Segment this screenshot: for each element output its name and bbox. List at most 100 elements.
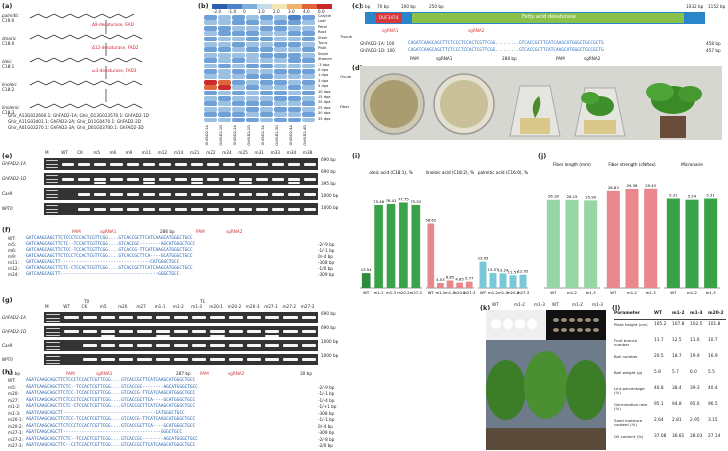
heatmap-cell — [302, 117, 315, 123]
heatmap-cell — [302, 31, 315, 36]
bar-category-label: m1-3 — [386, 290, 396, 295]
heatmap-cell — [232, 106, 245, 112]
fatty-acid-code: C18:1 — [2, 64, 15, 69]
heatmap-scale-label: 0 — [243, 9, 246, 14]
sgrna1-label: sgRNA1 — [436, 56, 453, 61]
bar-value-label: 13.57 — [488, 267, 499, 272]
heatmap-cell — [274, 117, 287, 123]
gel-band-lower — [142, 182, 155, 184]
heatmap-cell — [246, 36, 259, 42]
gel-lane-label: m1-1 — [154, 304, 166, 309]
bar-category-label: m1-2 — [687, 290, 697, 295]
sequence-row-label: m27-1: — [8, 430, 23, 435]
bar-value-label: 13.24 — [498, 267, 509, 272]
heatmap-cell — [218, 112, 231, 117]
gel-band — [94, 162, 107, 166]
heatmap-row-label: Leaf — [318, 19, 326, 24]
heatmap-cell — [232, 31, 245, 36]
table-cell: 12.5 — [672, 338, 682, 343]
table-rule — [614, 319, 726, 320]
heatmap-cell — [288, 63, 301, 69]
bar-value-label: 26.18 — [548, 194, 559, 199]
photo-label-m1-3: m1-3 — [534, 302, 545, 307]
marker-band — [46, 366, 61, 368]
fatty-acid-name: stearic — [2, 36, 17, 41]
heatmap-cell — [232, 96, 245, 101]
heatmap-cell — [288, 90, 301, 96]
gel-band — [192, 358, 207, 361]
gel-lane-label: m38 — [302, 150, 313, 155]
table-header: Parameter — [614, 311, 640, 316]
gel-band — [173, 316, 189, 319]
heatmap-row-label: 3 dpa — [318, 78, 329, 83]
gel-lane-label: m5 — [93, 150, 101, 155]
gel-size-label: 690 bp — [321, 325, 336, 330]
heatmap-cell — [218, 69, 231, 74]
gel-band — [158, 177, 171, 181]
table-cell: 37.08 — [654, 434, 667, 439]
marker-band — [46, 352, 61, 354]
heatmap-cell — [246, 69, 259, 74]
bar-category-label: m1-2 — [488, 290, 498, 295]
gel-lane-label: m1-2 — [172, 304, 184, 309]
gel-band — [100, 358, 116, 361]
sequence-header-label: PAM — [196, 229, 205, 234]
chart-title: palmitic acid (C16:0), % — [478, 170, 528, 175]
panel-i-letter: (i) — [352, 152, 361, 160]
gel-row-label: Cas9 — [2, 342, 13, 348]
marker-band — [46, 185, 59, 187]
heatmap-cell — [204, 25, 217, 31]
bar-2-0 — [479, 261, 487, 288]
sequence-row-note: -2/0 bp — [318, 443, 333, 448]
heatmap-cell — [260, 96, 273, 101]
gel-band — [246, 330, 262, 333]
gel-band — [287, 162, 300, 166]
marker-band — [46, 321, 61, 323]
sequence-row-note: -308 bp — [318, 410, 335, 416]
sequence-row-label: m27-3: — [8, 443, 23, 448]
heatmap-cell — [260, 69, 273, 74]
bar-category-label: m1-2 — [627, 290, 637, 295]
bar-value-label: 4.85 — [455, 277, 464, 282]
bar-category-label: m1-3 — [586, 290, 596, 295]
gel-lane-label: CK — [81, 304, 88, 309]
bar-value-label: 6.85 — [446, 274, 455, 279]
heatmap-scale-label: 2.0 — [273, 9, 280, 14]
gel-band — [207, 192, 220, 196]
bar-value-label: 11.57 — [508, 269, 519, 274]
gel-band — [192, 330, 207, 333]
gel-band — [207, 177, 220, 181]
heatmap-cell — [246, 117, 259, 123]
gel-band — [137, 316, 152, 319]
photo-label-wt-2: WT — [552, 302, 559, 307]
gel-band — [246, 344, 262, 347]
gel-band — [174, 177, 188, 181]
heatmap-cell — [302, 25, 315, 31]
marker-band — [46, 349, 61, 351]
heatmap-cell — [232, 25, 245, 31]
gel-band — [228, 358, 243, 361]
heatmap-cell — [274, 106, 287, 112]
gel-band — [158, 207, 171, 211]
panel-k-letter: (k) — [480, 304, 491, 312]
bar-category-label: m1-3 — [706, 290, 716, 295]
heatmap-cell — [274, 58, 287, 63]
fiber-quality-chart: Fiber length (mm) 26.18 WT 26.15 m1-2 25.99 m1… — [544, 162, 720, 295]
sequence-row-note: -1/-4 bp — [318, 397, 335, 403]
gel-band — [173, 330, 189, 333]
heatmap-cell — [288, 106, 301, 112]
gel-band — [210, 358, 225, 361]
gel-band — [283, 316, 298, 319]
pam-label-1: PAM — [410, 56, 419, 61]
heatmap-cell — [246, 85, 259, 90]
bar-category-label: WT — [363, 290, 370, 295]
bar-value-label: 5.24 — [688, 194, 697, 199]
plant-and-seed-photos — [486, 310, 606, 450]
sequence-row-note: -1/+1 bp — [318, 404, 337, 409]
bar-value-label: 5.77 — [465, 276, 474, 281]
marker-band — [46, 190, 59, 192]
bar-value-label: 5.31 — [706, 192, 715, 197]
bar-4-2 — [644, 188, 658, 288]
heatmap-col-label: GhFAD2-1D — [219, 125, 223, 146]
heatmap-cell — [302, 42, 315, 47]
